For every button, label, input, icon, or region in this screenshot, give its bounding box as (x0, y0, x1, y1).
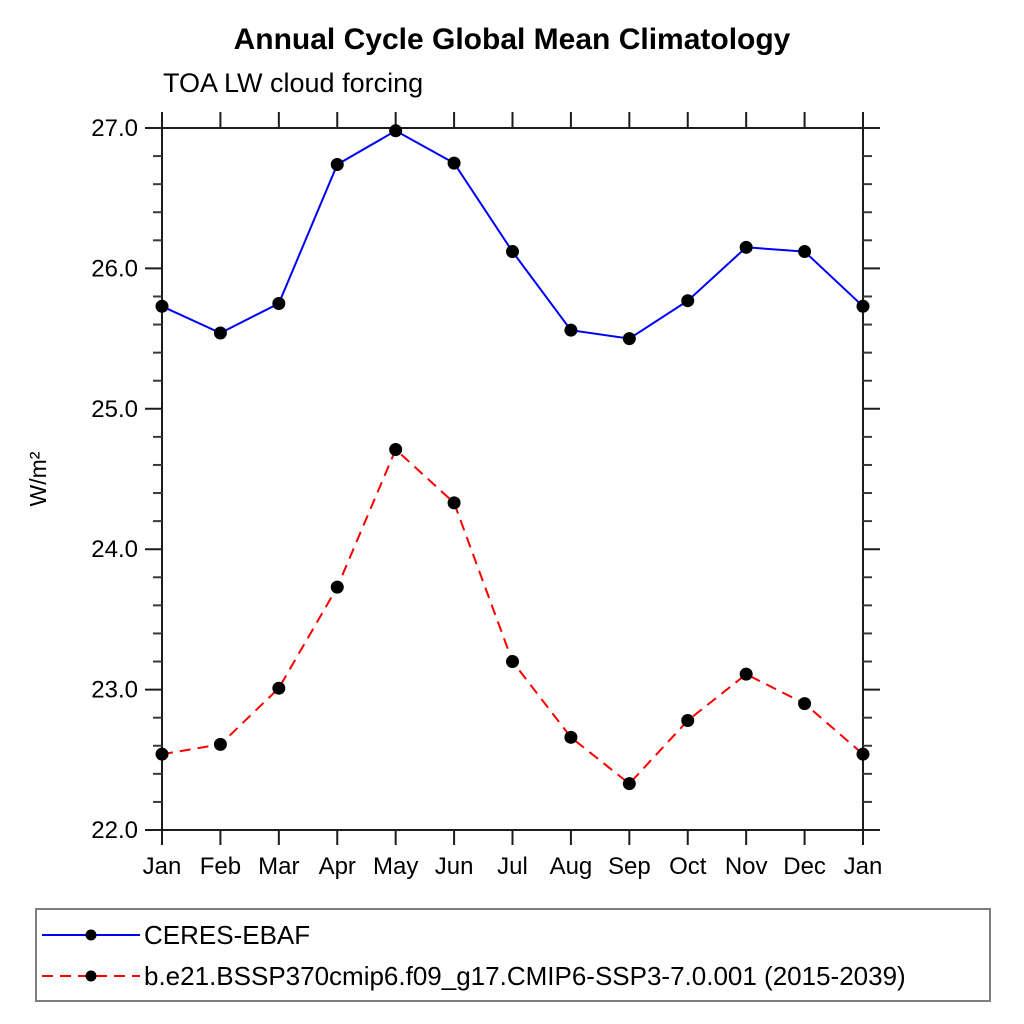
legend-line-sample (42, 970, 140, 981)
series-0-data-point (564, 323, 578, 337)
y-tick-label: 24.0 (91, 536, 138, 563)
series-0-data-point (506, 245, 519, 259)
x-tick-label: Nov (725, 853, 768, 880)
plot-frame (161, 127, 864, 831)
series-0-data-point (447, 156, 461, 170)
series-1-data-point (272, 681, 286, 695)
legend-item: CERES-EBAF (37, 914, 989, 955)
legend-item: b.e21.BSSP370cmip6.f09_g17.CMIP6-SSP3-7.… (37, 955, 989, 996)
series-0-data-point (272, 297, 286, 310)
x-tick-label: Jan (143, 853, 182, 880)
series-0-data-point (681, 294, 695, 308)
x-tick-label: May (373, 853, 418, 880)
x-tick-label: Oct (669, 853, 707, 880)
legend-label: CERES-EBAF (144, 919, 311, 950)
plot-canvas: W/m² Jan Feb Mar Apr May Jun Jul Aug Sep Oct Nov De… (25, 112, 883, 880)
series-0-data-point (389, 124, 403, 138)
y-tick-label: 25.0 (91, 396, 138, 423)
series-0-data-point (798, 245, 812, 259)
y-axis-label: W/m² (25, 451, 51, 506)
series-0-data-point (856, 299, 870, 313)
series-1-data-point (389, 443, 403, 457)
series-1-data-point (447, 496, 461, 510)
series-1-line (161, 447, 864, 786)
series-1-data-point (681, 713, 695, 727)
series-1-data-point (798, 697, 812, 711)
series-1-data-point (856, 747, 870, 761)
x-tick-label: Aug (550, 853, 593, 880)
y-tick-label: 26.0 (91, 255, 138, 282)
chart-title: Annual Cycle Global Mean Climatology (233, 23, 791, 56)
legend-label: b.e21.BSSP370cmip6.f09_g17.CMIP6-SSP3-7.… (144, 960, 906, 991)
series-0-line (161, 129, 864, 340)
legend-line-sample (42, 929, 140, 940)
x-tick-label: Jun (435, 853, 474, 880)
y-tick-label: 22.0 (91, 817, 138, 844)
series-1-data-point (155, 747, 169, 761)
series-0-data-point (622, 332, 636, 346)
series-1-data-point (622, 777, 636, 791)
chart-subtitle: TOA LW cloud forcing (163, 68, 424, 98)
x-tick-label: Sep (608, 853, 651, 880)
x-tick-label: Jan (844, 853, 883, 880)
series-0-data-point (739, 240, 753, 254)
series-0-data-point (155, 299, 169, 313)
legend: CERES-EBAF b.e21.BSSP370cmip6.f09_g17.CM… (35, 908, 991, 1002)
x-tick-label: Jul (497, 853, 528, 880)
series-1-data-point (506, 655, 519, 669)
y-tick-label: 27.0 (91, 115, 138, 142)
series-1-data-point (739, 667, 753, 681)
legend-marker (85, 970, 97, 981)
x-tick-label: Mar (258, 853, 299, 880)
series-0-data-point (213, 326, 227, 340)
series-1-data-point (213, 737, 227, 751)
series-1-data-point (564, 730, 578, 744)
y-tick-label: 23.0 (91, 677, 138, 704)
legend-marker (85, 929, 97, 940)
series-0-data-point (330, 158, 344, 172)
x-tick-label: Dec (783, 853, 826, 880)
x-tick-label: Feb (200, 853, 241, 880)
series-1-data-point (330, 580, 344, 594)
x-tick-label: Apr (319, 853, 356, 880)
